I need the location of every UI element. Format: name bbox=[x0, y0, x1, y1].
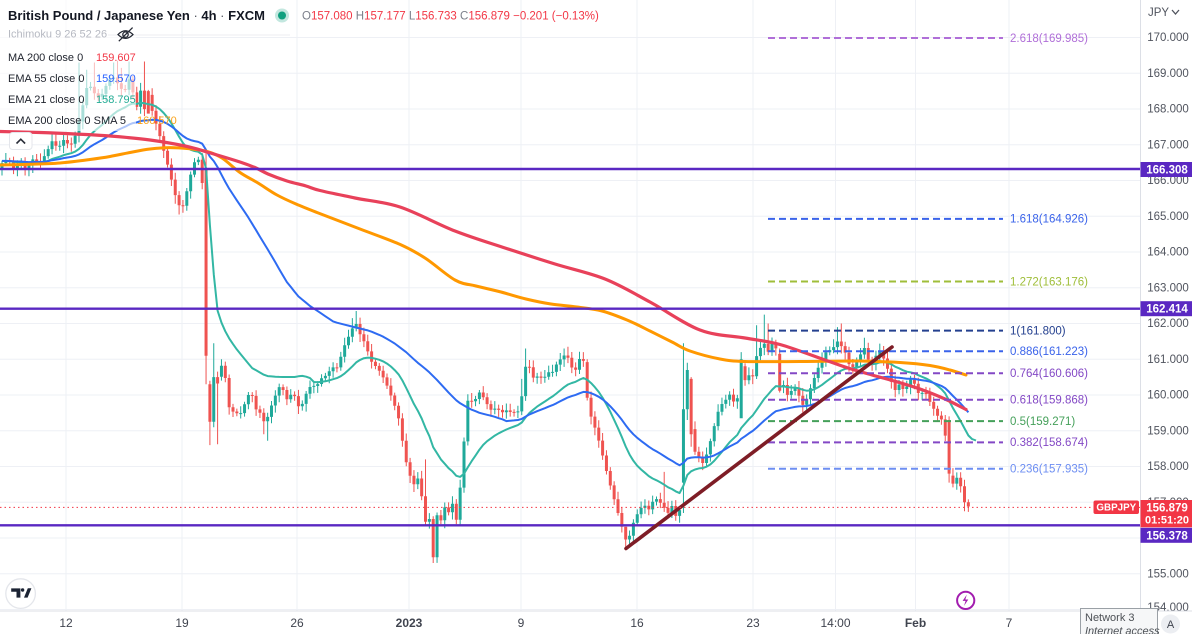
svg-text:156.879: 156.879 bbox=[1146, 503, 1188, 515]
svg-text:166.000: 166.000 bbox=[1147, 175, 1189, 187]
svg-text:26: 26 bbox=[290, 616, 304, 630]
svg-text:EMA 21 close 0: EMA 21 close 0 bbox=[8, 94, 84, 106]
svg-text:161.000: 161.000 bbox=[1147, 354, 1189, 366]
svg-text:16: 16 bbox=[630, 616, 644, 630]
svg-text:165.000: 165.000 bbox=[1147, 211, 1189, 223]
svg-text:169.000: 169.000 bbox=[1147, 68, 1189, 80]
svg-text:162.000: 162.000 bbox=[1147, 318, 1189, 330]
svg-text:Feb: Feb bbox=[905, 616, 926, 630]
svg-text:159.000: 159.000 bbox=[1147, 425, 1189, 437]
svg-text:0.382(158.674): 0.382(158.674) bbox=[1010, 437, 1088, 449]
svg-text:1.618(164.926): 1.618(164.926) bbox=[1010, 214, 1088, 226]
svg-text:01:51:20: 01:51:20 bbox=[1145, 515, 1189, 527]
svg-text:9: 9 bbox=[518, 616, 525, 630]
svg-text:1(161.800): 1(161.800) bbox=[1010, 325, 1066, 337]
svg-text:23: 23 bbox=[746, 616, 760, 630]
svg-text:0.764(160.606): 0.764(160.606) bbox=[1010, 368, 1088, 380]
svg-text:GBPJPY: GBPJPY bbox=[1096, 503, 1136, 514]
svg-text:MA 200 close 0: MA 200 close 0 bbox=[8, 52, 83, 64]
svg-text:19: 19 bbox=[175, 616, 189, 630]
svg-text:Network 3: Network 3 bbox=[1085, 612, 1135, 624]
svg-text:EMA 55 close 0: EMA 55 close 0 bbox=[8, 73, 84, 85]
svg-text:British Pound / Japanese Yen ·: British Pound / Japanese Yen · 4h · FXCM bbox=[8, 8, 265, 23]
svg-text:7: 7 bbox=[1006, 616, 1013, 630]
svg-text:159.570: 159.570 bbox=[96, 73, 136, 85]
svg-text:0.618(159.868): 0.618(159.868) bbox=[1010, 395, 1088, 407]
svg-text:A: A bbox=[1167, 619, 1175, 631]
svg-text:155.000: 155.000 bbox=[1147, 568, 1189, 580]
svg-text:160.570: 160.570 bbox=[137, 115, 177, 127]
svg-text:166.308: 166.308 bbox=[1146, 165, 1188, 177]
svg-text:1.272(163.176): 1.272(163.176) bbox=[1010, 276, 1088, 288]
svg-text:O157.080 H157.177 L156.733 C15: O157.080 H157.177 L156.733 C156.879 −0.2… bbox=[302, 11, 599, 23]
svg-text:158.000: 158.000 bbox=[1147, 461, 1189, 473]
svg-text:14:00: 14:00 bbox=[820, 616, 850, 630]
svg-text:167.000: 167.000 bbox=[1147, 139, 1189, 151]
svg-text:0.236(157.935): 0.236(157.935) bbox=[1010, 464, 1088, 476]
svg-text:0.886(161.223): 0.886(161.223) bbox=[1010, 346, 1088, 358]
svg-text:0.5(159.271): 0.5(159.271) bbox=[1010, 416, 1075, 428]
svg-text:2023: 2023 bbox=[396, 616, 423, 630]
svg-text:2.618(169.985): 2.618(169.985) bbox=[1010, 33, 1088, 45]
svg-text:158.795: 158.795 bbox=[96, 94, 136, 106]
svg-text:163.000: 163.000 bbox=[1147, 282, 1189, 294]
svg-text:168.000: 168.000 bbox=[1147, 104, 1189, 116]
svg-text:156.378: 156.378 bbox=[1146, 530, 1188, 542]
svg-text:162.414: 162.414 bbox=[1146, 304, 1188, 316]
svg-text:JPY: JPY bbox=[1148, 7, 1169, 19]
svg-text:Ichimoku 9 26 52 26: Ichimoku 9 26 52 26 bbox=[8, 29, 107, 41]
svg-text:159.607: 159.607 bbox=[96, 52, 136, 64]
svg-text:Internet access: Internet access bbox=[1085, 626, 1160, 634]
svg-text:160.000: 160.000 bbox=[1147, 390, 1189, 402]
svg-text:EMA 200 close 0 SMA 5: EMA 200 close 0 SMA 5 bbox=[8, 115, 126, 127]
svg-text:170.000: 170.000 bbox=[1147, 32, 1189, 44]
svg-text:164.000: 164.000 bbox=[1147, 247, 1189, 259]
svg-text:12: 12 bbox=[59, 616, 73, 630]
